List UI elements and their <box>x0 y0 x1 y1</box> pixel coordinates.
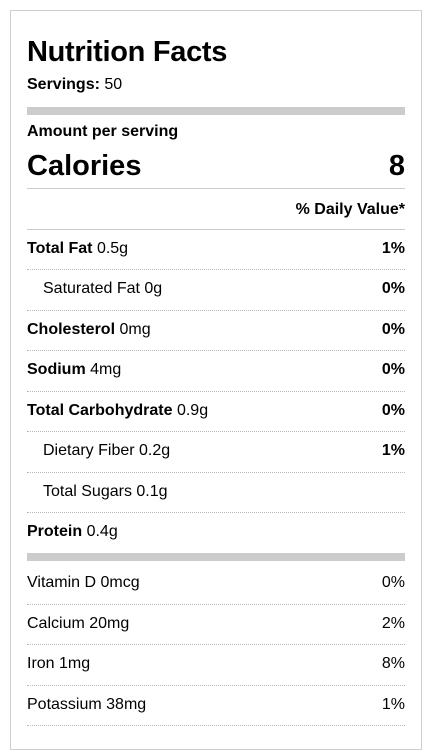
vitamin-row-vitamin-d: Vitamin D 0mcg 0% <box>27 563 405 603</box>
servings-line: Servings: 50 <box>27 75 122 95</box>
dotted-divider <box>27 512 405 513</box>
dotted-divider <box>27 604 405 605</box>
nutrient-daily-value: 0% <box>381 402 405 419</box>
nutrient-amount: 0.1g <box>136 483 168 500</box>
vitamin-daily-value: 8% <box>381 655 405 672</box>
vitamin-amount: 1mg <box>59 655 91 672</box>
vitamin-daily-value: 2% <box>381 615 405 632</box>
nutrient-amount: 0.9g <box>176 402 209 419</box>
vitamin-name: Iron <box>27 655 55 672</box>
dotted-divider <box>27 310 405 311</box>
thick-divider <box>27 107 405 115</box>
nutrient-row-total-carbohydrate: Total Carbohydrate 0.9g 0% <box>27 391 405 431</box>
divider <box>27 229 405 230</box>
nutrient-daily-value: 0% <box>381 361 405 378</box>
nutrient-name: Total Carbohydrate <box>27 402 173 419</box>
nutrient-row-sodium: Sodium 4mg 0% <box>27 350 405 390</box>
nutrient-amount: 0g <box>144 280 163 297</box>
dotted-divider <box>27 431 405 432</box>
nutrient-name: Saturated Fat <box>43 280 140 297</box>
nutrient-amount: 0.5g <box>96 240 129 257</box>
amount-per-serving: Amount per serving <box>27 123 179 140</box>
vitamin-daily-value: 0% <box>381 574 405 591</box>
vitamin-row-calcium: Calcium 20mg 2% <box>27 604 405 644</box>
daily-value-header: % Daily Value* <box>295 201 405 218</box>
vitamin-row-potassium: Potassium 38mg 1% <box>27 685 405 725</box>
nutrient-name: Sodium <box>27 361 86 378</box>
nutrient-row-protein: Protein 0.4g <box>27 512 405 552</box>
thick-divider <box>27 553 405 561</box>
nutrient-daily-value: 0% <box>381 321 405 338</box>
calories-label: Calories <box>27 150 142 182</box>
dotted-divider <box>27 685 405 686</box>
nutrient-amount: 0.2g <box>139 442 171 459</box>
nutrient-name: Cholesterol <box>27 321 116 338</box>
nutrient-amount: 4mg <box>90 361 122 378</box>
dotted-divider <box>27 391 405 392</box>
vitamin-amount: 38mg <box>106 696 147 713</box>
nutrient-row-total-fat: Total Fat 0.5g 1% <box>27 229 405 269</box>
nutrient-name: Protein <box>27 523 83 540</box>
nutrient-daily-value: 0% <box>381 280 405 297</box>
calories-value: 8 <box>388 150 405 182</box>
calories-row: Calories 8 <box>27 147 405 187</box>
vitamin-amount: 0mcg <box>100 574 140 591</box>
dotted-divider <box>27 269 405 270</box>
nutrient-row-total-sugars: Total Sugars 0.1g <box>27 472 405 512</box>
dotted-divider <box>27 350 405 351</box>
divider <box>27 188 405 189</box>
vitamin-row-iron: Iron 1mg 8% <box>27 644 405 684</box>
nutrient-name: Total Fat <box>27 240 93 257</box>
dotted-divider <box>27 725 405 726</box>
vitamin-amount: 20mg <box>89 615 130 632</box>
nutrition-facts-label: Nutrition Facts Servings: 50 Amount per … <box>10 10 422 750</box>
nutrient-amount: 0.4g <box>86 523 118 540</box>
nutrient-amount: 0mg <box>119 321 151 338</box>
nutrient-row-cholesterol: Cholesterol 0mg 0% <box>27 310 405 350</box>
nutrient-name: Total Sugars <box>43 483 132 500</box>
nutrient-daily-value: 1% <box>381 240 405 257</box>
vitamin-name: Calcium <box>27 615 85 632</box>
dotted-divider <box>27 644 405 645</box>
nutrient-row-dietary-fiber: Dietary Fiber 0.2g 1% <box>27 431 405 471</box>
nutrient-daily-value: 1% <box>381 442 405 459</box>
servings-value: 50 <box>104 76 123 93</box>
nutrient-name: Dietary Fiber <box>43 442 135 459</box>
vitamin-name: Vitamin D <box>27 574 97 591</box>
servings-label: Servings: <box>27 76 100 93</box>
label-title: Nutrition Facts <box>27 36 228 68</box>
vitamin-daily-value: 1% <box>381 696 405 713</box>
dotted-divider <box>27 472 405 473</box>
vitamin-name: Potassium <box>27 696 102 713</box>
nutrient-row-saturated-fat: Saturated Fat 0g 0% <box>27 269 405 309</box>
